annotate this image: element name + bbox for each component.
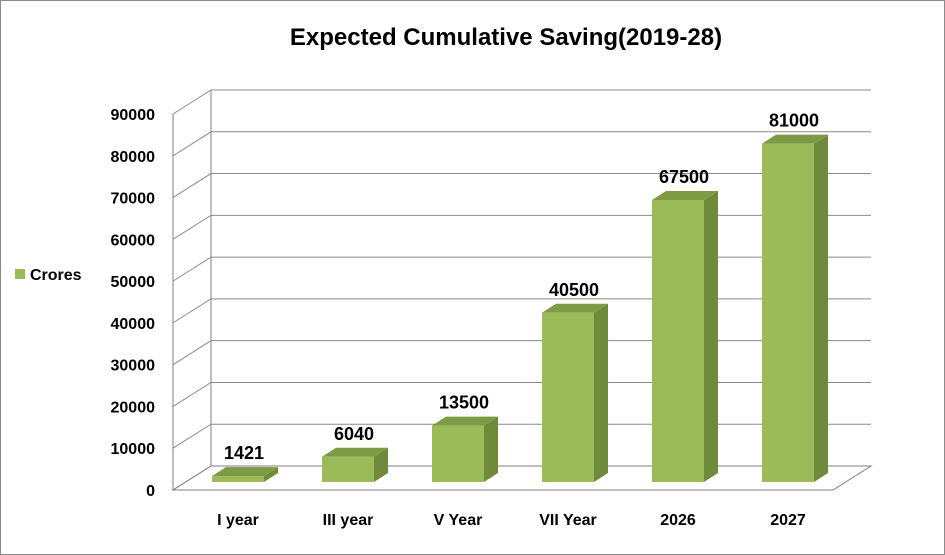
gridline-9 — [172, 89, 871, 115]
y-tick-label-3: 30000 — [111, 358, 156, 375]
x-tick-label-2: V Year — [434, 512, 483, 529]
bar-top-2 — [432, 416, 498, 426]
bar-side-5 — [814, 134, 828, 482]
data-label-4: 67500 — [659, 167, 709, 187]
bar-5 — [762, 134, 828, 482]
bar-front-0 — [212, 476, 264, 482]
data-label-5: 81000 — [769, 111, 819, 131]
y-tick-label-1: 10000 — [111, 441, 156, 458]
x-tick-label-0: I year — [217, 512, 259, 529]
y-tick-label-7: 70000 — [111, 191, 156, 208]
bar-side-4 — [704, 191, 718, 482]
y-tick-label-2: 20000 — [111, 399, 156, 416]
bar-top-5 — [762, 134, 828, 144]
bar-front-4 — [652, 200, 704, 482]
legend-label: Crores — [30, 267, 82, 284]
x-tick-label-5: 2027 — [770, 512, 806, 529]
bar-4 — [652, 191, 718, 482]
y-tick-label-4: 40000 — [111, 316, 156, 333]
y-tick-label-6: 60000 — [111, 232, 156, 249]
y-tick-label-5: 50000 — [111, 274, 156, 291]
legend: Crores — [15, 267, 82, 284]
bar-front-1 — [322, 456, 374, 482]
bar-2 — [432, 416, 498, 482]
bar-top-3 — [542, 303, 608, 313]
bar-top-4 — [652, 191, 718, 200]
grid-layer — [171, 89, 873, 491]
chart-floor — [171, 465, 873, 491]
bar-3 — [542, 303, 608, 482]
labels-layer: 0 10000 20000 30000 40000 50000 60000 70000 8000… — [111, 107, 820, 529]
bar-side-3 — [594, 303, 608, 482]
bar-1 — [322, 447, 388, 482]
bar-front-5 — [762, 143, 814, 482]
bars-layer — [212, 134, 828, 482]
x-tick-label-4: 2026 — [660, 512, 696, 529]
data-label-3: 40500 — [549, 280, 599, 300]
bar-0 — [212, 467, 278, 482]
bar-front-2 — [432, 425, 484, 482]
y-tick-label-8: 80000 — [111, 149, 156, 166]
y-tick-label-0: 0 — [146, 483, 155, 500]
data-label-1: 6040 — [334, 424, 374, 444]
data-label-2: 13500 — [439, 393, 489, 413]
x-tick-label-1: III year — [323, 512, 374, 529]
data-label-0: 1421 — [224, 443, 264, 463]
bar-side-0 — [264, 467, 278, 482]
bar-front-3 — [542, 312, 594, 482]
chart-title: Expected Cumulative Saving(2019-28) — [290, 24, 722, 51]
x-tick-label-3: VII Year — [539, 512, 597, 529]
bar-top-1 — [322, 447, 388, 457]
legend-swatch — [15, 269, 25, 279]
bar-side-2 — [484, 416, 498, 482]
bar-top-0 — [212, 467, 278, 477]
y-tick-label-9: 90000 — [111, 107, 156, 124]
bar-side-1 — [374, 447, 388, 482]
